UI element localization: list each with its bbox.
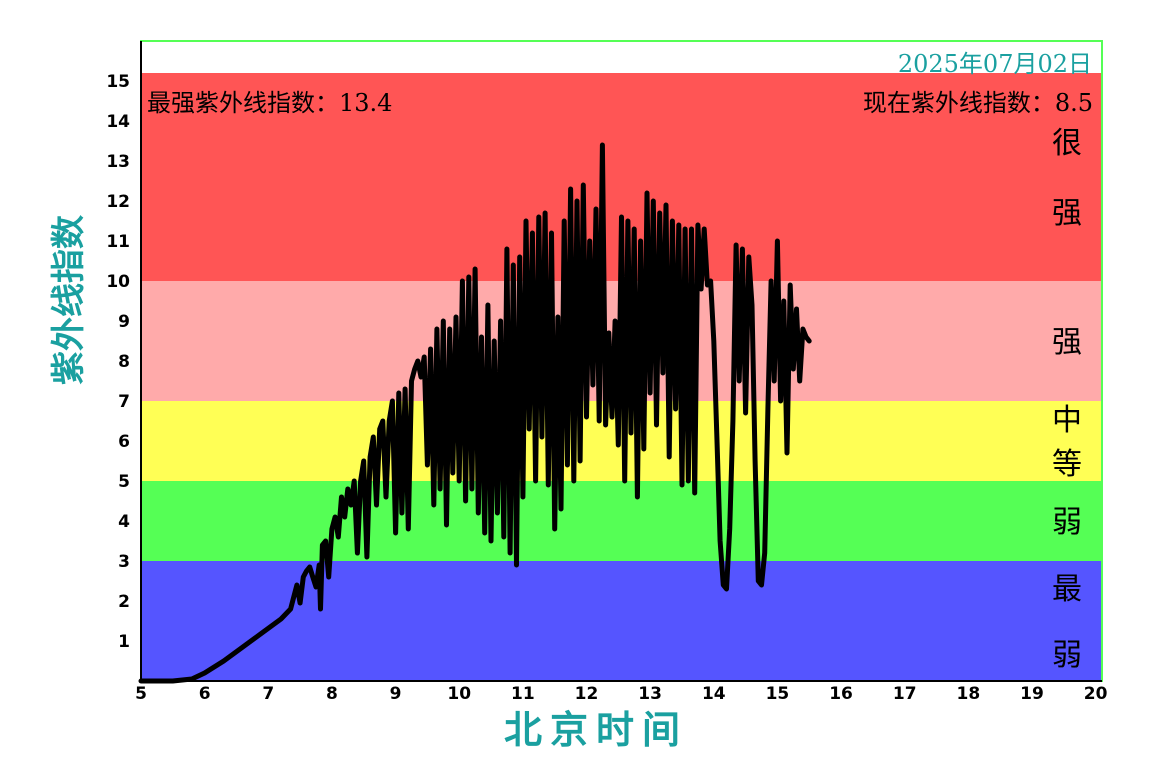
band-label-char: 强 [1052, 325, 1082, 360]
x-tick-label: 14 [702, 684, 726, 704]
y-tick-label: 4 [118, 512, 130, 532]
y-tick-label: 10 [106, 272, 130, 292]
x-tick-label: 16 [829, 684, 853, 704]
x-tick-label: 7 [262, 684, 274, 704]
y-tick-label: 9 [118, 312, 130, 332]
uv-band-0 [141, 561, 1102, 681]
x-tick-labels: 5 6 7 8 9 10 11 12 13 14 15 16 17 18 19 20 [135, 684, 1108, 704]
y-tick-label: 11 [106, 232, 130, 252]
x-tick-label: 19 [1020, 684, 1044, 704]
x-tick-label: 11 [511, 684, 535, 704]
y-tick-label: 8 [118, 352, 130, 372]
uv-band-1 [141, 481, 1102, 561]
x-tick-label: 5 [135, 684, 147, 704]
band-label-char: 很 [1052, 126, 1082, 161]
x-tick-label: 15 [766, 684, 790, 704]
band-label-char: 等 [1052, 447, 1082, 482]
band-label-char: 强 [1052, 196, 1082, 231]
y-tick-label: 6 [118, 432, 130, 452]
band-label-char: 弱 [1052, 638, 1082, 673]
y-tick-label: 2 [118, 592, 130, 612]
y-tick-label: 7 [118, 392, 130, 412]
y-tick-label: 3 [118, 552, 130, 572]
date-label: 2025年07月02日 [898, 50, 1092, 78]
uv-index-series-line [138, 142, 812, 684]
x-tick-label: 10 [447, 684, 471, 704]
x-tick-label: 20 [1084, 684, 1108, 704]
y-tick-label: 14 [106, 112, 130, 132]
max-uv-annotation: 最强紫外线指数：13.4 [147, 89, 392, 117]
x-tick-label: 6 [199, 684, 211, 704]
y-tick-label: 15 [106, 72, 130, 92]
band-label-char: 弱 [1052, 505, 1082, 540]
x-tick-label: 12 [575, 684, 599, 704]
y-tick-label: 1 [118, 632, 130, 652]
current-uv-annotation: 现在紫外线指数：8.5 [863, 89, 1093, 117]
y-axis-label: 紫外线指数 [49, 215, 89, 385]
band-label-char: 中 [1052, 403, 1082, 438]
y-tick-label: 5 [118, 472, 130, 492]
band-label-char: 最 [1052, 572, 1082, 607]
y-tick-label: 12 [106, 192, 130, 212]
x-axis-label: 北京时间 [504, 707, 688, 752]
x-tick-label: 17 [893, 684, 917, 704]
y-tick-label: 13 [106, 152, 130, 172]
x-tick-label: 9 [390, 684, 402, 704]
x-tick-label: 13 [638, 684, 662, 704]
x-tick-label: 8 [326, 684, 338, 704]
x-tick-label: 18 [957, 684, 981, 704]
